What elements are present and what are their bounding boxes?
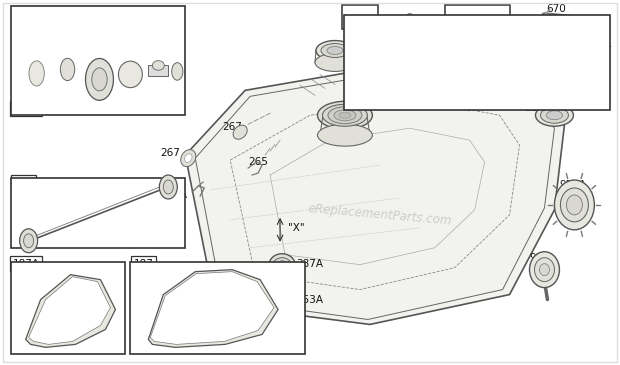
Ellipse shape xyxy=(534,258,554,282)
Ellipse shape xyxy=(181,150,196,166)
Ellipse shape xyxy=(273,258,291,272)
Ellipse shape xyxy=(560,188,588,222)
Ellipse shape xyxy=(20,229,38,253)
Ellipse shape xyxy=(271,296,285,304)
Polygon shape xyxy=(29,277,110,345)
Ellipse shape xyxy=(321,43,349,57)
Ellipse shape xyxy=(153,61,164,70)
Ellipse shape xyxy=(317,124,373,146)
Bar xyxy=(11,178,185,248)
Bar xyxy=(11,6,185,115)
Text: 601: 601 xyxy=(217,346,237,356)
Ellipse shape xyxy=(277,261,287,269)
Ellipse shape xyxy=(60,58,75,81)
Ellipse shape xyxy=(405,30,414,35)
Ellipse shape xyxy=(536,104,574,126)
Text: COLORS: COLORS xyxy=(519,26,559,36)
Ellipse shape xyxy=(546,111,562,120)
Ellipse shape xyxy=(570,16,588,38)
Text: 265A: 265A xyxy=(161,190,187,200)
Ellipse shape xyxy=(539,264,549,276)
Bar xyxy=(449,45,487,58)
Ellipse shape xyxy=(159,175,177,199)
Ellipse shape xyxy=(567,195,582,215)
Bar xyxy=(445,5,510,49)
Ellipse shape xyxy=(407,18,413,28)
Bar xyxy=(344,15,610,110)
Text: 353A: 353A xyxy=(296,295,323,304)
Ellipse shape xyxy=(334,110,356,121)
Text: eReplacementParts.com: eReplacementParts.com xyxy=(308,202,452,228)
Text: 187: 187 xyxy=(133,259,153,269)
Ellipse shape xyxy=(339,112,351,118)
Text: TANK SIZE: TANK SIZE xyxy=(381,26,431,36)
Ellipse shape xyxy=(575,22,583,32)
Text: 528: 528 xyxy=(14,178,33,188)
Bar xyxy=(342,5,378,28)
Ellipse shape xyxy=(327,46,343,54)
Ellipse shape xyxy=(269,254,295,276)
Text: 1 Quart (X=5/16"): 1 Quart (X=5/16") xyxy=(365,58,447,67)
Ellipse shape xyxy=(404,14,416,32)
Polygon shape xyxy=(25,274,115,347)
Ellipse shape xyxy=(92,68,107,91)
Ellipse shape xyxy=(317,101,373,129)
Text: 387A: 387A xyxy=(296,259,323,269)
Text: 958: 958 xyxy=(529,253,549,263)
Text: 670: 670 xyxy=(546,4,566,14)
Text: 957A: 957A xyxy=(525,103,552,113)
Text: 1.5 Quart (X=11/16"): 1.5 Quart (X=11/16") xyxy=(358,89,454,99)
Bar xyxy=(130,262,305,354)
Ellipse shape xyxy=(490,24,498,34)
Text: 958A: 958A xyxy=(559,180,587,190)
Polygon shape xyxy=(148,270,278,347)
Text: 601A: 601A xyxy=(105,217,132,227)
Ellipse shape xyxy=(118,61,143,88)
Polygon shape xyxy=(185,65,564,324)
Text: 267: 267 xyxy=(222,122,242,132)
Ellipse shape xyxy=(29,61,44,86)
Ellipse shape xyxy=(316,41,354,61)
Ellipse shape xyxy=(163,180,174,194)
Ellipse shape xyxy=(529,252,559,288)
Polygon shape xyxy=(151,272,274,345)
Ellipse shape xyxy=(315,54,355,72)
Text: 958B: 958B xyxy=(12,103,40,113)
Ellipse shape xyxy=(172,63,183,80)
Text: 187A: 187A xyxy=(12,259,40,269)
Ellipse shape xyxy=(86,58,113,100)
Text: 267: 267 xyxy=(161,148,180,158)
Text: 957: 957 xyxy=(356,47,376,58)
Bar xyxy=(11,262,125,354)
Ellipse shape xyxy=(185,154,192,162)
Ellipse shape xyxy=(554,180,595,230)
Text: 265: 265 xyxy=(248,157,268,167)
Text: 601: 601 xyxy=(25,346,45,356)
Ellipse shape xyxy=(485,18,503,39)
Ellipse shape xyxy=(24,234,33,248)
Ellipse shape xyxy=(233,125,247,139)
Text: SEE REF. 972: SEE REF. 972 xyxy=(484,70,594,86)
Text: 284: 284 xyxy=(418,20,438,31)
Bar xyxy=(148,65,168,76)
Text: 188: 188 xyxy=(452,47,473,58)
Ellipse shape xyxy=(322,104,368,126)
Ellipse shape xyxy=(328,107,362,124)
Ellipse shape xyxy=(541,107,569,123)
Text: "X": "X" xyxy=(288,223,304,233)
Text: 972: 972 xyxy=(349,13,370,23)
Ellipse shape xyxy=(267,293,289,307)
